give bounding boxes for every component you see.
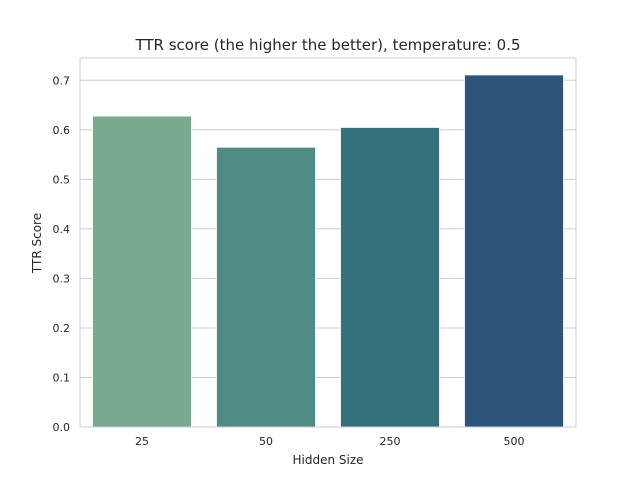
x-tick-labels: 25 50 250 500	[135, 435, 525, 448]
bar-25	[91, 115, 193, 428]
x-tick-label: 50	[259, 435, 273, 448]
y-tick-label: 0.0	[53, 421, 71, 434]
chart-title: TTR score (the higher the better), tempe…	[134, 36, 520, 54]
x-tick-label: 25	[135, 435, 149, 448]
bar-250	[339, 126, 441, 428]
y-tick-label: 0.3	[53, 272, 71, 285]
y-tick-labels: 0.0 0.1 0.2 0.3 0.4 0.5 0.6 0.7	[53, 74, 71, 434]
bar-500	[463, 74, 565, 428]
x-tick-label: 500	[504, 435, 525, 448]
x-axis-label: Hidden Size	[292, 453, 363, 467]
y-tick-label: 0.7	[53, 74, 71, 87]
plot-frame	[79, 57, 577, 428]
y-tick-label: 0.6	[53, 124, 71, 137]
y-axis-label: TTR Score	[30, 213, 44, 274]
bar-50	[215, 146, 317, 428]
y-tick-label: 0.2	[53, 322, 71, 335]
y-tick-label: 0.4	[53, 223, 71, 236]
x-tick-label: 250	[380, 435, 401, 448]
bars	[91, 74, 565, 428]
y-tick-label: 0.1	[53, 371, 71, 384]
y-tick-label: 0.5	[53, 173, 71, 186]
